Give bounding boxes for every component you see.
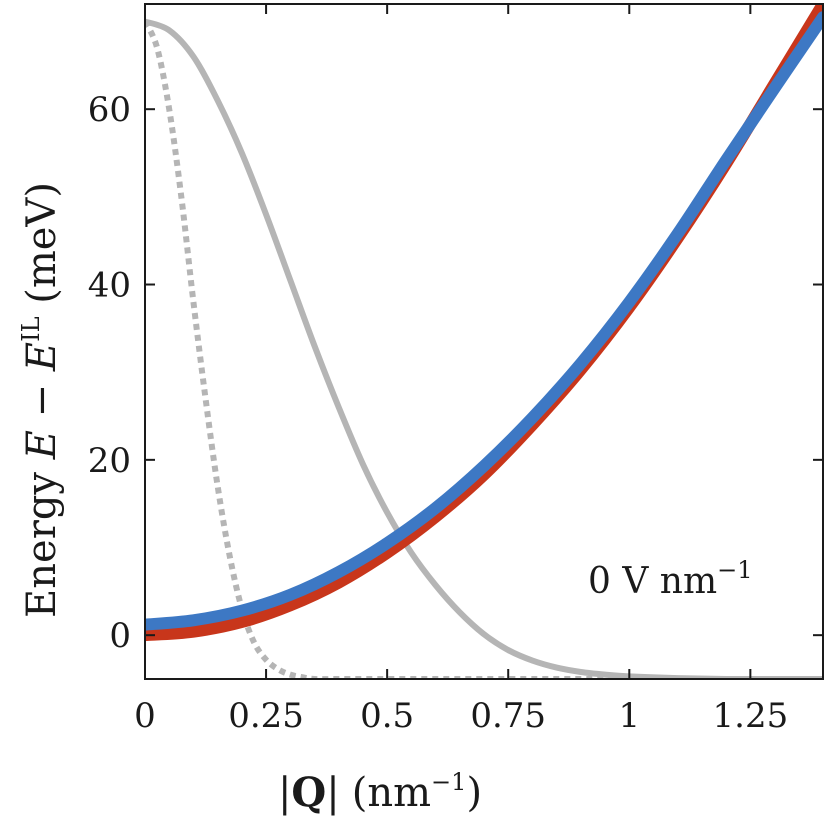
ticks-layer: 0 0.25 0.5 0.75 1 1.25 0 20 40 60 [88, 4, 823, 736]
y-label-text: Energy [19, 459, 65, 618]
x-label-bold: Q [291, 769, 326, 816]
x-label-open: | [278, 770, 291, 816]
y-label-var2: E [19, 342, 65, 372]
x-label-unit-close: ) [466, 770, 482, 816]
y-label-minus: − [19, 371, 65, 430]
x-axis-label: |Q| (nm−1) [278, 768, 482, 816]
annotation-text: 0 V nm [588, 561, 717, 602]
y-label-var1: E [19, 430, 65, 460]
y-axis-label: Energy E − EIL (meV) [17, 182, 65, 618]
x-label-close: | [326, 770, 339, 816]
plot-frame [144, 3, 824, 680]
x-tick-label: 0.75 [470, 696, 546, 736]
series-gray-dotted-envelope [145, 20, 823, 679]
y-tick-label: 60 [88, 90, 131, 130]
series-blue-dispersion [145, 11, 823, 631]
x-label-unit-sup: −1 [431, 768, 466, 796]
x-tick-label: 1 [618, 696, 640, 736]
x-tick-label: 0 [134, 696, 156, 736]
field-annotation: 0 V nm−1 [588, 556, 753, 602]
x-label-unit-open: (nm [352, 770, 431, 816]
x-tick-label: 0.25 [228, 696, 304, 736]
x-tick-label: 0.5 [360, 696, 414, 736]
annotation-superscript: −1 [717, 556, 752, 584]
y-tick-label: 40 [88, 266, 131, 306]
series-red-dispersion [145, 4, 823, 642]
x-tick-label: 1.25 [713, 696, 789, 736]
y-label-unit: (meV) [19, 182, 65, 316]
y-label-superscript: IL [17, 316, 45, 341]
y-tick-label: 0 [109, 616, 131, 656]
y-tick-label: 20 [88, 441, 131, 481]
